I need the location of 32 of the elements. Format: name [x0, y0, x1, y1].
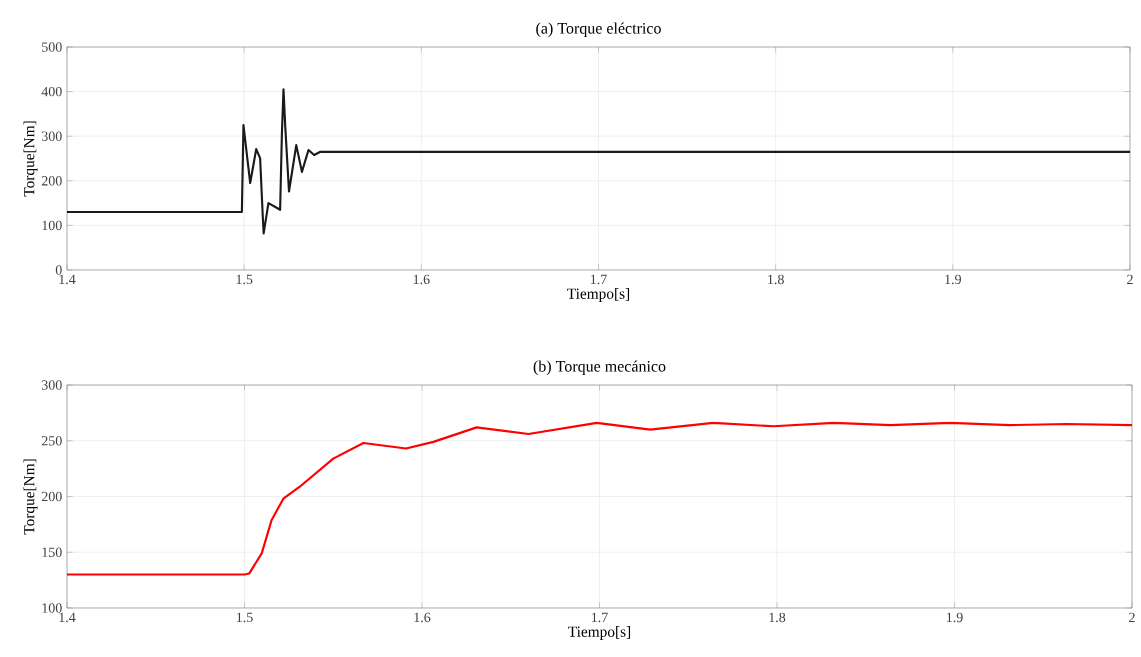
y-tick-label: 300 — [41, 131, 62, 141]
x-tick-label: 1.6 — [413, 274, 430, 285]
x-tick-label: 1.8 — [769, 612, 786, 623]
x-tick-label: 1.6 — [414, 612, 431, 623]
y-tick-label: 250 — [41, 436, 62, 446]
y-axis-title: Torque[Nm] — [23, 459, 38, 535]
x-tick-label: 1.4 — [59, 612, 76, 623]
line-series — [67, 421, 1133, 576]
y-axis-title: Torque[Nm] — [23, 121, 38, 197]
x-tick-label: 1.9 — [946, 612, 963, 623]
x-tick-label: 1.7 — [591, 612, 608, 623]
x-tick-label: 2 — [1129, 612, 1135, 622]
y-tick-label: 500 — [42, 42, 62, 52]
y-tick-label: 200 — [41, 491, 62, 502]
x-tick-label: 1.5 — [236, 274, 253, 285]
y-tick-label: 100 — [42, 603, 62, 613]
y-tick-label: 300 — [41, 380, 62, 390]
y-tick-label: 200 — [41, 176, 62, 186]
chart-title: (a) Torque eléctrico — [536, 22, 661, 37]
y-tick-label: 0 — [55, 265, 62, 275]
y-tick-label: 400 — [41, 86, 62, 97]
x-tick-label: 2 — [1127, 274, 1133, 284]
y-tick-label: 100 — [42, 220, 62, 231]
x-tick-label: 1.7 — [590, 274, 607, 285]
x-axis-title: Tiempo[s] — [568, 626, 631, 640]
chart-title: (b) Torque mecánico — [533, 360, 666, 375]
x-tick-label: 1.4 — [59, 274, 76, 285]
x-tick-label: 1.9 — [945, 274, 962, 285]
x-tick-label: 1.5 — [236, 612, 253, 623]
x-axis-title: Tiempo[s] — [567, 288, 630, 302]
y-tick-label: 150 — [42, 547, 62, 557]
x-tick-label: 1.8 — [768, 274, 784, 285]
